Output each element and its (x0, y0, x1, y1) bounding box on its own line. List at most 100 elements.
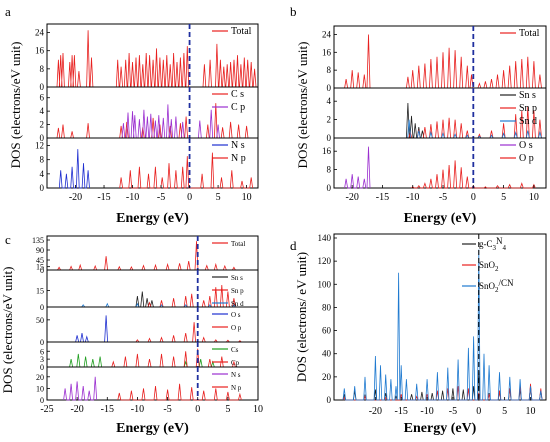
legend-entry: O p (231, 324, 242, 332)
y-tick-label: 3 (40, 355, 44, 364)
panel-d: d 0 20 40 60 80 100 120 140 -20 -15 -10 -5 0 5 10 Energy… (290, 233, 547, 436)
series-line-O-p (410, 160, 536, 189)
legend-entry: SnO2 (479, 260, 499, 273)
y-tick-label: 8 (327, 165, 332, 175)
y-tick-label: 6 (40, 93, 45, 103)
y-tick-label: 100 (318, 279, 332, 289)
panel-label-a: a (5, 4, 11, 19)
y-tick-label: 140 (318, 233, 332, 243)
x-tick-label: 5 (216, 192, 221, 203)
y-tick-label: 0 (327, 83, 332, 93)
y-tick-label: 50 (36, 316, 44, 325)
legend-entry: SnO2/CN (479, 278, 514, 294)
axes-frame (333, 233, 547, 401)
y-tick-label: 0 (40, 183, 45, 193)
y-tick-label: 24 (322, 29, 332, 39)
series-line-O-s (344, 146, 371, 189)
legend-entry: Total (231, 26, 252, 37)
y-tick-label: 8 (40, 64, 45, 74)
legend-entry: N s (231, 140, 245, 151)
legend-entry: C p (231, 102, 245, 113)
legend-entry: Sn p (231, 287, 244, 295)
x-tick-label: 5 (501, 192, 506, 203)
y-tick-label: 0 (40, 338, 44, 347)
y-tick-label: 10 (36, 384, 44, 393)
legend-entry: O s (231, 311, 241, 319)
y-tick-label: 2 (327, 115, 332, 125)
x-tick-label: 10 (253, 404, 263, 415)
legend-entry: O s (519, 140, 533, 151)
x-tick-label: 0 (195, 404, 200, 415)
series-line-N-p (119, 152, 253, 189)
x-tick-label: -20 (69, 192, 82, 203)
series-line-Total (56, 30, 257, 88)
x-tick-label: -15 (101, 404, 114, 415)
x-tick-label: -5 (449, 406, 457, 417)
legend-entry: g-C3N4 (479, 236, 507, 252)
y-tick-label: 60 (322, 326, 332, 336)
x-axis-label: Energy (eV) (116, 211, 189, 226)
y-tick-label: 40 (322, 349, 332, 359)
x-tick-label: -5 (157, 192, 165, 203)
x-tick-label: 5 (502, 406, 507, 417)
x-tick-label: -15 (376, 192, 389, 203)
y-axis-label: DOS (electrons/ eV unit) (294, 252, 309, 382)
y-tick-label: 6 (40, 347, 44, 356)
y-axis-label: DOS (electrons/eV unit) (8, 42, 23, 169)
legend-entry: Sn d (231, 300, 244, 308)
legend-entry: Sn s (231, 274, 243, 282)
panel-b-subplot-0: 0 8 16 24 Total (322, 25, 547, 93)
y-tick-label: 8 (327, 65, 332, 75)
y-tick-label: 0 (40, 133, 45, 143)
y-tick-label: 2 (40, 120, 45, 130)
x-axis-label: Energy (eV) (404, 211, 477, 226)
series-line-Cs (69, 353, 215, 368)
legend-entry: O p (519, 153, 534, 164)
legend-entry: Sn p (519, 103, 537, 114)
panel-label-c: c (5, 232, 11, 247)
y-tick-label: 24 (35, 28, 45, 38)
panel-c-subplot-2: 0 50 O s O p (36, 306, 259, 347)
series-line-g-C3N4 (342, 371, 543, 401)
y-tick-label: 120 (318, 256, 332, 266)
panel-b-subplot-2: 0 8 16 O s O p (322, 137, 547, 193)
x-tick-label: -10 (420, 406, 433, 417)
y-tick-label: 0 (40, 82, 45, 92)
x-tick-label: 5 (225, 404, 230, 415)
y-tick-label: 16 (322, 47, 332, 57)
y-tick-label: 8 (40, 155, 45, 165)
x-tick-label: -5 (439, 192, 447, 203)
legend-entry: Total (231, 240, 245, 248)
panel-a-subplot-0: 0 8 16 24 Total (35, 23, 259, 92)
x-tick-label: 10 (525, 406, 535, 417)
series-line-N-p (117, 383, 242, 401)
legend-entry: N p (231, 153, 246, 164)
legend-entry: Sn d (519, 116, 537, 127)
y-tick-label: 4 (40, 106, 45, 116)
x-axis-label: Energy (eV) (404, 421, 477, 436)
panel-a-subplot-2: 0 4 8 12 N s N p (35, 137, 259, 193)
legend-entry: Cp (231, 359, 240, 367)
y-tick-label: 16 (35, 46, 45, 56)
panel-label-d: d (290, 238, 297, 253)
y-tick-label: 0 (327, 183, 332, 193)
y-tick-label: 15 (36, 287, 44, 296)
x-axis-label: Energy (eV) (116, 421, 189, 436)
series-line-Cp (111, 348, 236, 368)
x-tick-label: 10 (529, 192, 539, 203)
x-tick-label: -5 (163, 404, 171, 415)
panel-c-subplot-4: 0 10 20 N s N p (36, 366, 259, 405)
y-axis-label: DOS (electrons/eV unit) (295, 42, 310, 169)
series-line-O-s (75, 315, 108, 343)
y-tick-label: 0 (40, 266, 44, 275)
legend-entry: Total (519, 28, 540, 39)
series-line-SnO2/CN (342, 249, 543, 401)
panel-label-b: b (290, 4, 297, 19)
y-axis-label: DOS (electrons/eV unit) (0, 267, 15, 394)
x-tick-label: -20 (70, 404, 83, 415)
x-tick-label: -10 (131, 404, 144, 415)
x-tick-label: -20 (369, 406, 382, 417)
